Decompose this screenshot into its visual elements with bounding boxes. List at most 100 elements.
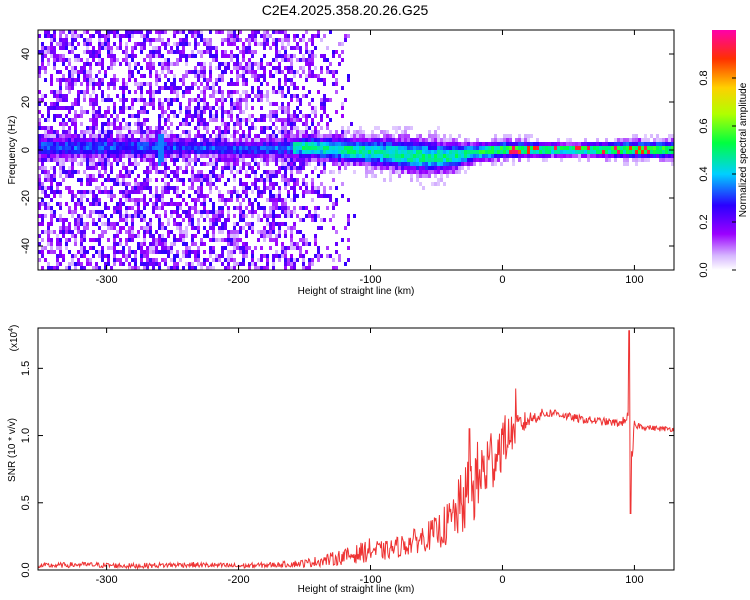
heatmap-cell — [281, 30, 284, 34]
heatmap-cell — [206, 210, 209, 214]
heatmap-cell — [260, 246, 263, 250]
heatmap-cell — [635, 142, 638, 146]
heatmap-cell — [308, 262, 311, 266]
heatmap-cell — [116, 114, 119, 118]
heatmap-cell — [500, 146, 503, 150]
heatmap-cell — [263, 254, 266, 258]
heatmap-cell — [110, 194, 113, 198]
heatmap-cell — [44, 102, 47, 106]
heatmap-cell — [89, 246, 92, 250]
heatmap-cell — [422, 162, 425, 166]
heatmap-cell — [188, 102, 191, 106]
heatmap-cell — [626, 146, 629, 150]
heatmap-cell — [491, 150, 494, 154]
heatmap-cell — [410, 150, 413, 154]
heatmap-cell — [431, 162, 434, 166]
heatmap-cell — [74, 202, 77, 206]
heatmap-cell — [275, 222, 278, 226]
heatmap-cell — [443, 134, 446, 138]
heatmap-cell — [269, 146, 272, 150]
heatmap-cell — [44, 46, 47, 50]
heatmap-cell — [608, 150, 611, 154]
heatmap-cell — [188, 254, 191, 258]
heatmap-cell — [641, 154, 644, 158]
heatmap-cell — [659, 154, 662, 158]
heatmap-cell — [140, 214, 143, 218]
heatmap-cell — [233, 62, 236, 66]
heatmap-cell — [260, 94, 263, 98]
heatmap-cell — [200, 190, 203, 194]
heatmap-cell — [263, 74, 266, 78]
heatmap-cell — [131, 150, 134, 154]
heatmap-cell — [200, 98, 203, 102]
heatmap-cell — [416, 166, 419, 170]
heatmap-cell — [497, 154, 500, 158]
heatmap-cell — [119, 106, 122, 110]
heatmap-cell — [251, 34, 254, 38]
heatmap-cell — [143, 82, 146, 86]
heatmap-cell — [56, 138, 59, 142]
heatmap-cell — [134, 146, 137, 150]
heatmap-cell — [281, 250, 284, 254]
heatmap-cell — [173, 42, 176, 46]
heatmap-cell — [440, 150, 443, 154]
heatmap-cell — [308, 62, 311, 66]
heatmap-cell — [245, 174, 248, 178]
heatmap-cell — [209, 78, 212, 82]
heatmap-cell — [446, 166, 449, 170]
heatmap-cell — [440, 166, 443, 170]
heatmap-cell — [245, 122, 248, 126]
heatmap-cell — [311, 190, 314, 194]
heatmap-cell — [215, 142, 218, 146]
heatmap-cell — [317, 250, 320, 254]
heatmap-cell — [461, 150, 464, 154]
heatmap-cell — [533, 142, 536, 146]
heatmap-cell — [182, 30, 185, 34]
heatmap-cell — [368, 154, 371, 158]
heatmap-cell — [278, 258, 281, 262]
heatmap-cell — [200, 154, 203, 158]
heatmap-cell — [134, 266, 137, 270]
heatmap-cell — [233, 234, 236, 238]
heatmap-cell — [284, 222, 287, 226]
heatmap-cell — [215, 222, 218, 226]
heatmap-cell — [86, 226, 89, 230]
heatmap-cell — [275, 46, 278, 50]
heatmap-cell — [152, 234, 155, 238]
heatmap-cell — [182, 42, 185, 46]
heatmap-cell — [71, 122, 74, 126]
heatmap-cell — [188, 122, 191, 126]
heatmap-cell — [248, 174, 251, 178]
heatmap-cell — [647, 150, 650, 154]
heatmap-cell — [236, 46, 239, 50]
heatmap-cell — [41, 150, 44, 154]
heatmap-cell — [158, 38, 161, 42]
heatmap-cell — [143, 170, 146, 174]
heatmap-cell — [164, 182, 167, 186]
heatmap-cell — [296, 98, 299, 102]
heatmap-cell — [215, 162, 218, 166]
heatmap-cell — [227, 90, 230, 94]
heatmap-cell — [176, 158, 179, 162]
heatmap-cell — [272, 150, 275, 154]
heatmap-cell — [107, 122, 110, 126]
heatmap-cell — [221, 230, 224, 234]
heatmap-cell — [290, 154, 293, 158]
heatmap-cell — [119, 130, 122, 134]
heatmap-cell — [287, 118, 290, 122]
heatmap-cell — [116, 94, 119, 98]
heatmap-cell — [338, 62, 341, 66]
heatmap-cell — [92, 138, 95, 142]
heatmap-cell — [107, 82, 110, 86]
heatmap-cell — [620, 138, 623, 142]
heatmap-cell — [143, 122, 146, 126]
heatmap-cell — [269, 126, 272, 130]
heatmap-cell — [74, 118, 77, 122]
heatmap-cell — [68, 86, 71, 90]
heatmap-cell — [299, 142, 302, 146]
heatmap-cell — [107, 154, 110, 158]
heatmap-cell — [62, 122, 65, 126]
heatmap-cell — [275, 234, 278, 238]
heatmap-cell — [293, 210, 296, 214]
heatmap-cell — [227, 54, 230, 58]
